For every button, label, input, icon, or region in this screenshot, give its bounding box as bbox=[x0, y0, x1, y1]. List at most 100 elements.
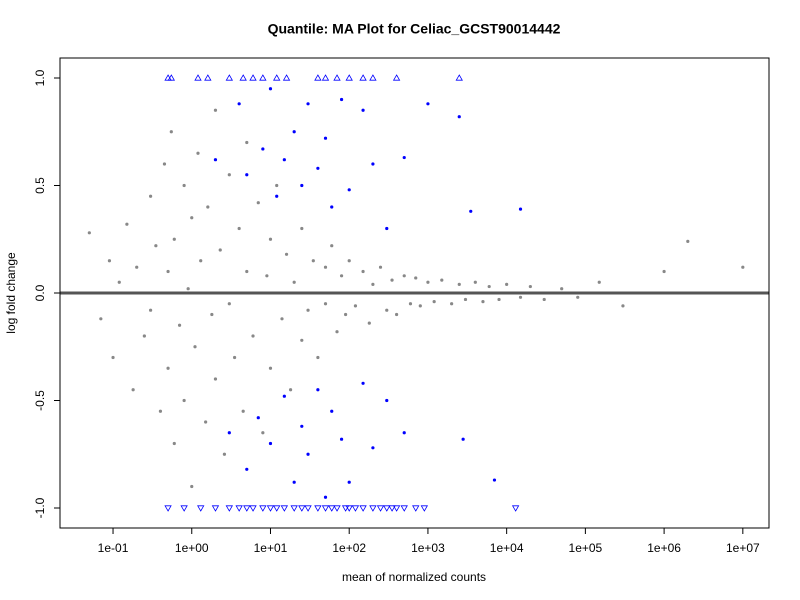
data-point bbox=[225, 505, 234, 512]
data-point bbox=[245, 467, 249, 471]
data-point bbox=[353, 304, 358, 308]
data-point bbox=[245, 140, 249, 145]
data-point bbox=[392, 74, 401, 81]
data-point bbox=[273, 74, 281, 81]
data-point bbox=[182, 398, 186, 403]
data-point bbox=[333, 505, 341, 512]
data-point bbox=[330, 409, 334, 413]
data-point bbox=[256, 201, 260, 205]
data-point bbox=[426, 102, 430, 106]
data-point bbox=[210, 312, 214, 317]
data-point bbox=[256, 416, 260, 420]
data-point bbox=[204, 420, 208, 424]
x-tick-label: 1e+00 bbox=[175, 541, 209, 555]
data-point bbox=[347, 188, 351, 192]
data-point bbox=[300, 424, 304, 428]
data-point bbox=[273, 505, 281, 512]
data-point bbox=[323, 265, 328, 269]
data-point bbox=[371, 446, 375, 450]
data-point bbox=[457, 282, 461, 286]
data-point bbox=[282, 74, 291, 81]
data-point bbox=[213, 108, 218, 112]
data-point bbox=[457, 115, 461, 119]
data-point bbox=[266, 505, 275, 512]
data-point bbox=[280, 505, 289, 512]
data-point bbox=[369, 505, 377, 512]
x-axis-label: mean of normalized counts bbox=[342, 570, 486, 584]
data-point bbox=[316, 355, 320, 360]
data-point bbox=[275, 183, 279, 188]
data-point bbox=[333, 74, 341, 81]
data-point bbox=[194, 74, 202, 81]
data-point bbox=[259, 74, 267, 81]
data-point bbox=[339, 97, 344, 102]
data-point bbox=[239, 74, 247, 81]
data-point bbox=[461, 437, 465, 441]
y-axis-label: log fold change bbox=[4, 252, 18, 334]
data-point bbox=[148, 308, 153, 312]
data-point bbox=[167, 74, 176, 81]
data-point bbox=[169, 130, 173, 134]
data-point bbox=[99, 317, 103, 321]
data-point bbox=[222, 452, 227, 456]
data-point bbox=[347, 480, 351, 484]
data-point bbox=[400, 505, 408, 512]
data-point bbox=[148, 194, 153, 198]
data-point bbox=[154, 244, 158, 248]
data-point bbox=[190, 484, 194, 489]
data-point bbox=[371, 162, 375, 166]
data-point bbox=[560, 287, 564, 291]
data-point bbox=[232, 355, 237, 360]
data-point bbox=[395, 312, 399, 317]
data-point bbox=[298, 505, 306, 512]
data-point bbox=[227, 173, 231, 177]
data-point bbox=[245, 173, 249, 177]
data-point bbox=[385, 308, 389, 312]
data-point bbox=[142, 334, 146, 338]
data-point bbox=[361, 269, 365, 274]
data-point bbox=[418, 304, 422, 308]
data-point bbox=[367, 321, 371, 325]
data-point bbox=[87, 231, 91, 235]
data-point bbox=[341, 505, 350, 512]
data-point bbox=[125, 222, 129, 226]
data-point bbox=[440, 278, 444, 282]
data-point bbox=[311, 259, 315, 263]
data-point bbox=[268, 237, 273, 241]
data-point bbox=[292, 480, 296, 484]
data-point bbox=[481, 300, 485, 304]
data-point bbox=[237, 226, 241, 231]
y-tick-label: 0.5 bbox=[33, 177, 47, 194]
data-point bbox=[323, 136, 328, 140]
data-point bbox=[218, 248, 222, 252]
data-point bbox=[292, 280, 296, 284]
data-point bbox=[227, 431, 231, 435]
data-point bbox=[261, 431, 265, 435]
data-point bbox=[390, 278, 394, 282]
data-point bbox=[385, 398, 389, 403]
data-point bbox=[511, 505, 520, 512]
data-point bbox=[361, 381, 365, 385]
data-point bbox=[280, 317, 284, 321]
data-point bbox=[292, 130, 296, 134]
data-point bbox=[245, 269, 249, 274]
data-point bbox=[206, 205, 210, 209]
data-point bbox=[316, 388, 320, 392]
data-point bbox=[378, 265, 383, 269]
data-point bbox=[172, 441, 176, 446]
data-point bbox=[402, 274, 406, 278]
data-point bbox=[402, 431, 406, 435]
data-point bbox=[339, 437, 344, 441]
data-point bbox=[213, 377, 218, 381]
data-point bbox=[432, 300, 436, 304]
data-point bbox=[316, 166, 320, 170]
data-point bbox=[196, 151, 200, 155]
data-point bbox=[335, 330, 339, 334]
data-point bbox=[213, 158, 218, 162]
x-tick-label: 1e+06 bbox=[647, 541, 681, 555]
data-point bbox=[369, 74, 377, 81]
data-point bbox=[347, 259, 351, 263]
data-point bbox=[268, 87, 273, 91]
data-point bbox=[576, 295, 580, 299]
